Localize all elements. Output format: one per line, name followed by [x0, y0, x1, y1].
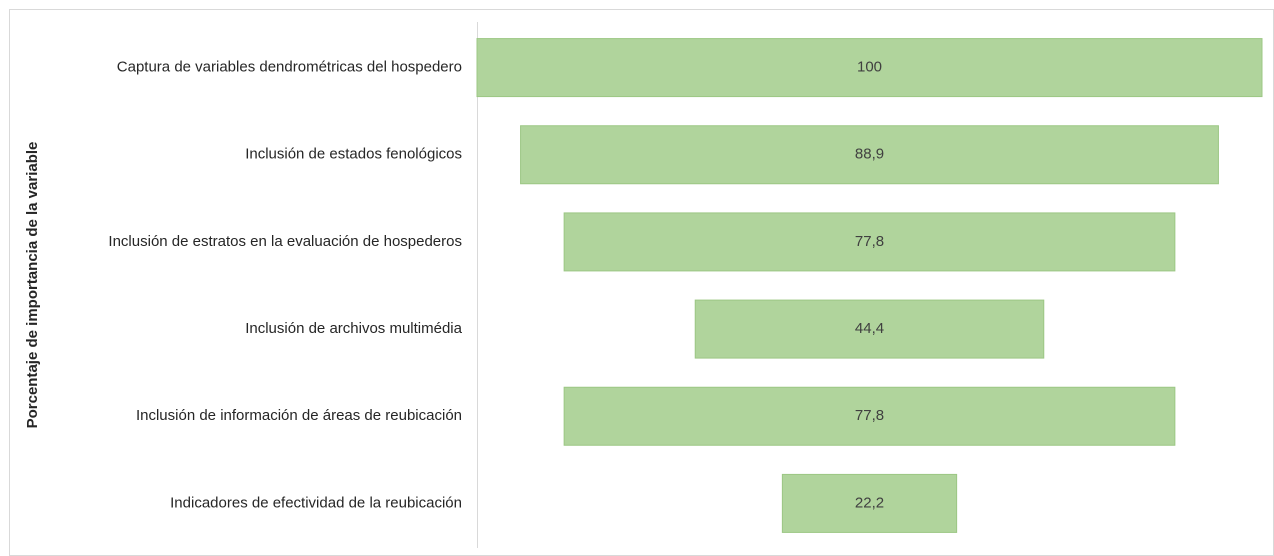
- value-label: 77,8: [855, 407, 884, 424]
- funnel-bar: [476, 38, 1263, 98]
- category-label: Captura de variables dendrométricas del …: [117, 59, 462, 76]
- category-label: Inclusión de archivos multimédia: [245, 320, 462, 337]
- funnel-bar: [563, 212, 1176, 272]
- y-axis-title: Porcentaje de importancia de la variable: [24, 142, 41, 429]
- value-label: 88,9: [855, 146, 884, 163]
- category-label: Indicadores de efectividad de la reubica…: [170, 494, 462, 511]
- category-label: Inclusión de información de áreas de reu…: [136, 407, 462, 424]
- funnel-bar: [694, 299, 1045, 359]
- category-label: Inclusión de estratos en la evaluación d…: [108, 233, 462, 250]
- value-label: 100: [857, 59, 882, 76]
- value-label: 77,8: [855, 233, 884, 250]
- funnel-bar: [563, 386, 1176, 446]
- funnel-bar: [520, 125, 1219, 185]
- chart-border: [9, 9, 1274, 556]
- value-label: 44,4: [855, 320, 884, 337]
- value-label: 22,2: [855, 494, 884, 511]
- category-label: Inclusión de estados fenológicos: [245, 146, 462, 163]
- funnel-bar: [781, 473, 958, 533]
